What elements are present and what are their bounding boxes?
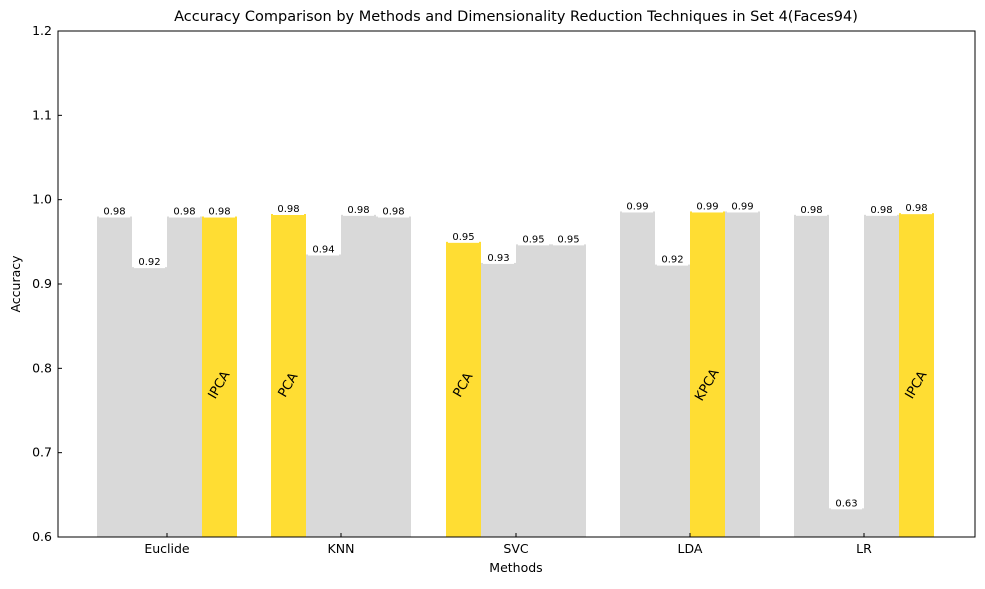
bar-lr-2 (829, 508, 864, 537)
bar-lda-4 (725, 211, 760, 537)
value-label-lda-2: 0.92 (661, 255, 683, 266)
y-tick-label-2: 0.8 (32, 360, 52, 375)
value-label-knn-3: 0.98 (347, 205, 369, 216)
x-tick-label-lda: LDA (678, 541, 703, 556)
x-tick-label-lr: LR (856, 541, 872, 556)
bar-svc-4 (551, 244, 586, 537)
chart-title: Accuracy Comparison by Methods and Dimen… (174, 9, 858, 25)
y-tick-label-0: 0.6 (32, 529, 52, 544)
value-label-lr-4: 0.98 (905, 203, 927, 214)
x-tick-label-euclide: Euclide (144, 541, 190, 556)
value-label-lda-1: 0.99 (626, 201, 648, 212)
bar-svc-2 (481, 263, 516, 537)
bar-svc-3 (516, 244, 551, 537)
value-label-euclide-3: 0.98 (173, 207, 195, 218)
value-label-knn-2: 0.94 (312, 244, 334, 255)
bar-knn-4 (376, 217, 411, 537)
x-tick-label-knn: KNN (328, 541, 355, 556)
value-label-svc-2: 0.93 (487, 253, 509, 264)
y-tick-label-5: 1.1 (32, 107, 52, 122)
value-label-lr-2: 0.63 (835, 498, 857, 509)
value-label-svc-4: 0.95 (557, 234, 579, 245)
bar-euclide-1 (97, 217, 132, 537)
value-label-knn-1: 0.98 (277, 204, 299, 215)
value-label-euclide-1: 0.98 (103, 207, 125, 218)
bar-knn-2 (306, 254, 341, 537)
x-tick-label-svc: SVC (503, 541, 528, 556)
value-label-lr-1: 0.98 (800, 205, 822, 216)
bar-lda-1 (620, 211, 655, 537)
bar-knn-3 (341, 215, 376, 537)
value-label-euclide-4: 0.98 (208, 207, 230, 218)
y-tick-label-1: 0.7 (32, 445, 52, 460)
y-tick-label-3: 0.9 (32, 276, 52, 291)
value-label-lda-4: 0.99 (731, 201, 753, 212)
bar-lda-2 (655, 265, 690, 537)
value-label-euclide-2: 0.92 (138, 257, 160, 268)
x-axis-label: Methods (489, 560, 542, 575)
value-label-lda-3: 0.99 (696, 201, 718, 212)
y-tick-label-6: 1.2 (32, 23, 52, 38)
bar-euclide-2 (132, 267, 167, 537)
value-label-svc-1: 0.95 (452, 232, 474, 243)
value-label-svc-3: 0.95 (522, 234, 544, 245)
value-label-knn-4: 0.98 (382, 207, 404, 218)
y-axis-label: Accuracy (8, 255, 23, 313)
value-label-lr-3: 0.98 (870, 205, 892, 216)
y-tick-label-4: 1.0 (32, 192, 52, 207)
bar-lr-3 (864, 215, 899, 537)
bar-lr-1 (794, 215, 829, 537)
bar-euclide-3 (167, 217, 202, 537)
